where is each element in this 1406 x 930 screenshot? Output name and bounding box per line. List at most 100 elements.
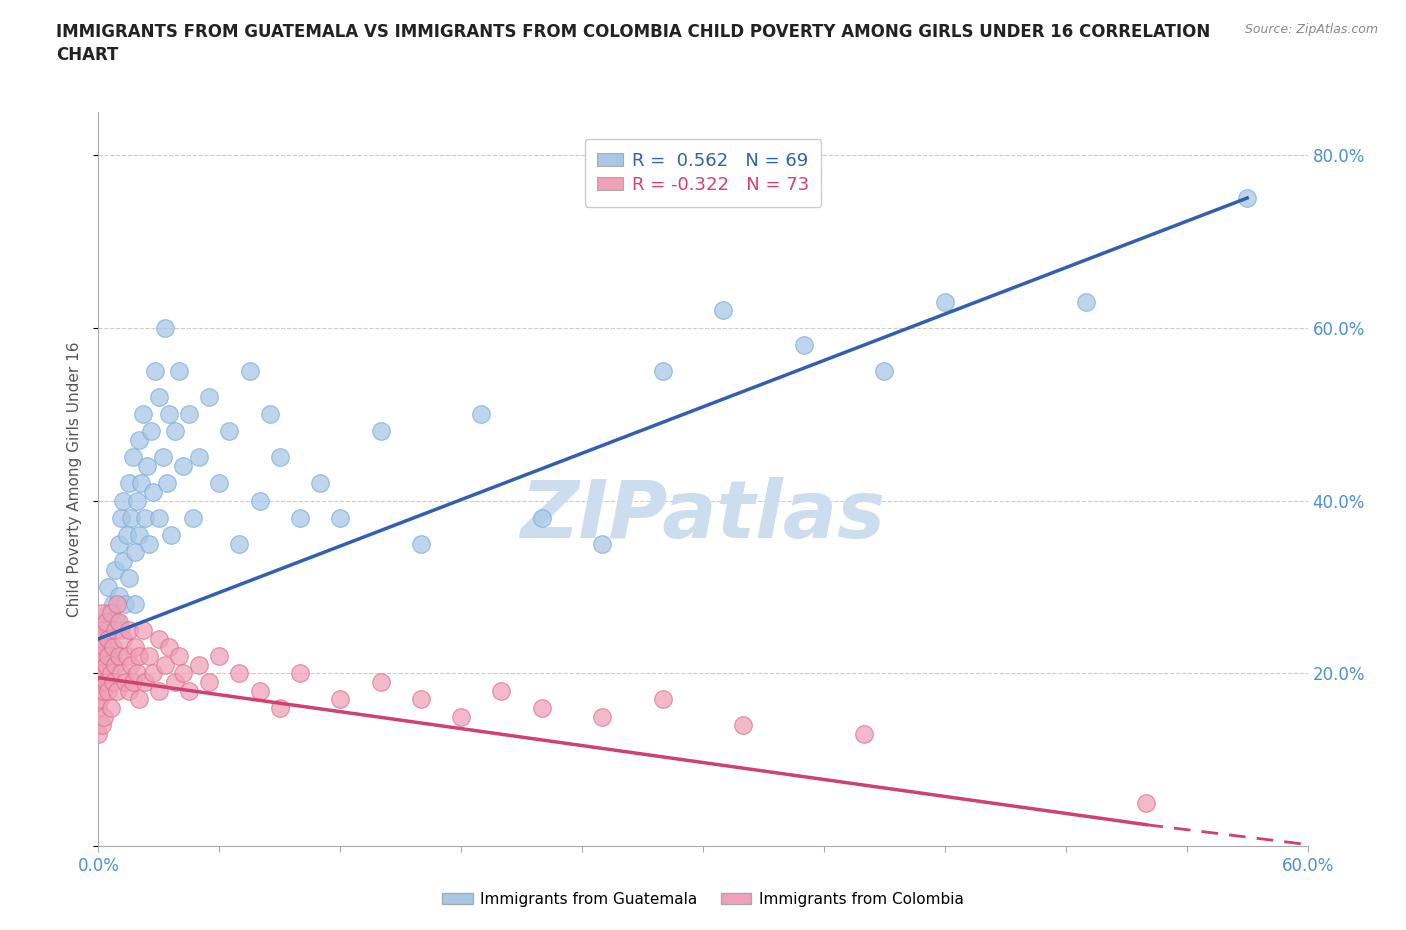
Point — [128, 432, 150, 447]
Point — [269, 700, 291, 715]
Point — [208, 649, 231, 664]
Point — [152, 450, 174, 465]
Point — [97, 631, 120, 646]
Point — [101, 640, 124, 655]
Point — [132, 623, 155, 638]
Point — [288, 511, 311, 525]
Legend: Immigrants from Guatemala, Immigrants from Colombia: Immigrants from Guatemala, Immigrants fr… — [436, 886, 970, 913]
Point — [100, 666, 122, 681]
Point — [89, 623, 111, 638]
Point — [93, 640, 115, 655]
Point — [259, 406, 281, 421]
Point — [107, 649, 129, 664]
Point — [97, 623, 120, 638]
Point — [118, 684, 141, 698]
Point — [110, 666, 132, 681]
Point — [172, 458, 194, 473]
Point — [309, 476, 332, 491]
Point — [470, 406, 492, 421]
Point — [329, 692, 352, 707]
Point — [97, 579, 120, 594]
Point — [103, 563, 125, 578]
Point — [288, 666, 311, 681]
Point — [97, 605, 120, 620]
Point — [87, 674, 110, 689]
Point — [142, 666, 165, 681]
Point — [118, 571, 141, 586]
Point — [118, 623, 141, 638]
Point — [172, 666, 194, 681]
Point — [370, 424, 392, 439]
Point — [105, 684, 128, 698]
Point — [111, 493, 134, 508]
Point — [96, 614, 118, 629]
Point — [125, 666, 148, 681]
Point — [228, 537, 250, 551]
Point — [853, 726, 876, 741]
Point — [329, 511, 352, 525]
Point — [103, 623, 125, 638]
Point — [239, 364, 262, 379]
Point — [1135, 796, 1157, 811]
Point — [125, 493, 148, 508]
Point — [96, 674, 118, 689]
Point — [228, 666, 250, 681]
Point — [120, 658, 142, 672]
Point — [409, 692, 432, 707]
Point — [105, 597, 128, 612]
Point — [129, 476, 152, 491]
Point — [134, 511, 156, 525]
Point — [110, 511, 132, 525]
Point — [409, 537, 432, 551]
Point — [134, 674, 156, 689]
Point — [163, 424, 186, 439]
Point — [142, 485, 165, 499]
Point — [1074, 294, 1097, 309]
Point — [163, 674, 186, 689]
Point — [711, 303, 734, 318]
Text: CHART: CHART — [56, 46, 118, 64]
Point — [208, 476, 231, 491]
Point — [651, 364, 673, 379]
Point — [91, 605, 114, 620]
Point — [249, 493, 271, 508]
Point — [450, 710, 472, 724]
Point — [179, 406, 201, 421]
Text: IMMIGRANTS FROM GUATEMALA VS IMMIGRANTS FROM COLOMBIA CHILD POVERTY AMONG GIRLS : IMMIGRANTS FROM GUATEMALA VS IMMIGRANTS … — [56, 23, 1211, 41]
Point — [128, 649, 150, 664]
Point — [591, 537, 613, 551]
Point — [124, 640, 146, 655]
Point — [87, 700, 110, 715]
Point — [87, 631, 110, 646]
Point — [179, 684, 201, 698]
Point — [97, 684, 120, 698]
Point — [135, 458, 157, 473]
Point — [93, 684, 115, 698]
Point — [733, 718, 755, 733]
Point — [107, 537, 129, 551]
Point — [651, 692, 673, 707]
Point — [156, 476, 179, 491]
Point — [97, 640, 120, 655]
Point — [103, 658, 125, 672]
Point — [93, 710, 115, 724]
Point — [139, 424, 162, 439]
Point — [181, 511, 204, 525]
Point — [793, 338, 815, 352]
Point — [138, 649, 160, 664]
Point — [110, 623, 132, 638]
Point — [124, 597, 146, 612]
Point — [218, 424, 240, 439]
Point — [530, 700, 553, 715]
Point — [101, 674, 124, 689]
Point — [115, 649, 138, 664]
Point — [111, 553, 134, 568]
Point — [873, 364, 896, 379]
Point — [167, 649, 190, 664]
Point — [138, 537, 160, 551]
Point — [89, 649, 111, 664]
Point — [107, 588, 129, 603]
Point — [157, 406, 180, 421]
Point — [100, 700, 122, 715]
Point — [143, 364, 166, 379]
